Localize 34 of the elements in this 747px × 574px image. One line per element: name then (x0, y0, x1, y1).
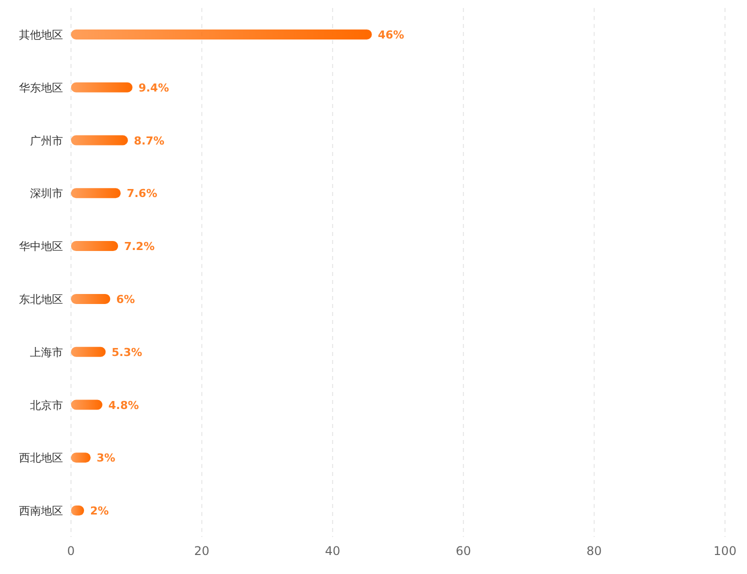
bar (71, 29, 372, 40)
y-tick-label: 华中地区 (19, 240, 63, 254)
x-tick-label: 60 (456, 544, 472, 558)
bar (71, 135, 128, 146)
bar (71, 294, 110, 304)
y-tick-label: 华东地区 (19, 81, 63, 94)
x-tick-label: 80 (586, 544, 602, 558)
y-tick-label: 广州市 (30, 134, 63, 148)
data-label: 46% (378, 28, 404, 42)
data-label: 7.2% (124, 240, 155, 254)
y-tick-label: 东北地区 (19, 292, 63, 306)
data-label: 8.7% (134, 134, 164, 148)
x-tick-label: 20 (194, 544, 210, 558)
x-tick-label: 40 (324, 544, 340, 558)
bar (71, 400, 102, 410)
y-tick-label: 西北地区 (19, 452, 63, 465)
data-label: 7.6% (126, 187, 158, 200)
bar (71, 82, 132, 92)
data-label: 5.3% (112, 346, 142, 359)
data-label: 6% (116, 292, 135, 306)
data-label: 4.8% (108, 398, 139, 412)
y-tick-label: 上海市 (30, 346, 63, 359)
x-tick-label: 0 (67, 544, 75, 558)
data-label: 9.4% (138, 81, 169, 94)
y-tick-label: 北京市 (30, 398, 63, 412)
y-tick-label: 其他地区 (19, 28, 63, 42)
bar (71, 346, 106, 357)
bar (71, 241, 118, 252)
x-tick-label: 100 (714, 544, 736, 558)
y-tick-label: 西南地区 (19, 504, 63, 518)
bar (71, 188, 121, 198)
data-label: 3% (96, 452, 116, 465)
y-tick-label: 深圳市 (30, 187, 63, 200)
data-label: 2% (90, 504, 109, 518)
